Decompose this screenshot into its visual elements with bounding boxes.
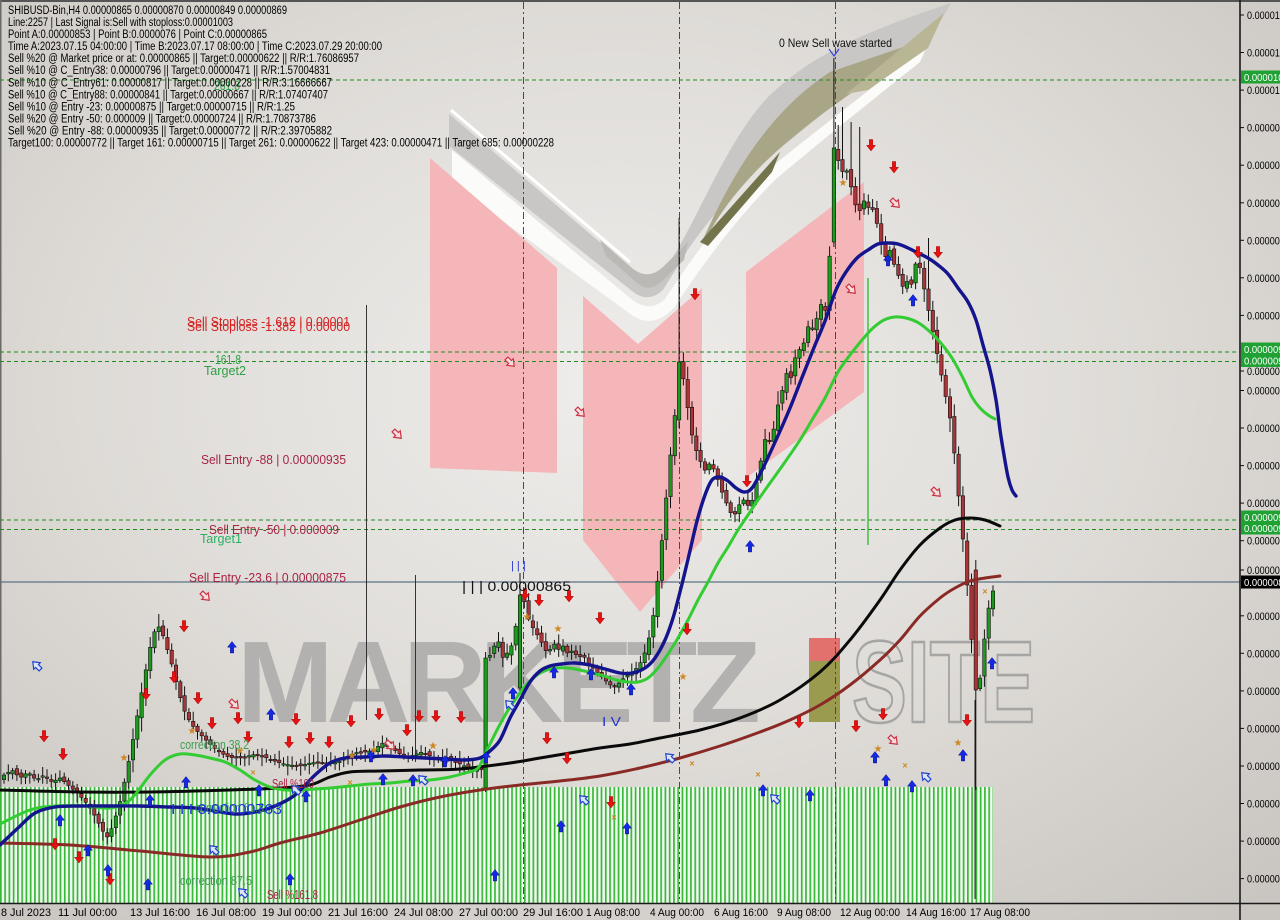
svg-text:correction 38.2: correction 38.2 xyxy=(180,738,249,752)
svg-text:★: ★ xyxy=(120,753,129,764)
svg-text:0.00000865: 0.00000865 xyxy=(1244,577,1280,589)
svg-text:0.00000930: 0.00000930 xyxy=(1247,366,1280,378)
svg-text:0.00000935: 0.00000935 xyxy=(1244,344,1280,356)
svg-text:★: ★ xyxy=(429,741,438,752)
svg-text:0.00000970: 0.00000970 xyxy=(1247,198,1280,210)
svg-text:0.00000920: 0.00000920 xyxy=(1247,386,1280,398)
svg-text:×: × xyxy=(250,768,255,778)
svg-text:Sell %20 @ Market price or at:: Sell %20 @ Market price or at: 0.0000086… xyxy=(8,53,359,65)
svg-text:0 New Sell wave started: 0 New Sell wave started xyxy=(779,36,892,50)
svg-text:★: ★ xyxy=(554,624,563,635)
svg-text:0.00001010: 0.00001010 xyxy=(1247,48,1280,60)
svg-text:0.00000810: 0.00000810 xyxy=(1247,799,1280,811)
svg-text:0.00000890: 0.00000890 xyxy=(1247,498,1280,510)
svg-text:Sell %10 @ C_Entry38: 0.000007: Sell %10 @ C_Entry38: 0.00000796 || Targ… xyxy=(8,65,330,77)
svg-text:×: × xyxy=(982,587,987,597)
svg-text:13 Jul 16:00: 13 Jul 16:00 xyxy=(130,907,190,919)
svg-text:0.00000905: 0.00000905 xyxy=(1244,512,1280,524)
svg-text:×: × xyxy=(689,759,694,769)
svg-text:correction 87.5: correction 87.5 xyxy=(180,874,252,888)
svg-text:Target1: Target1 xyxy=(200,531,242,546)
svg-text:★: ★ xyxy=(188,726,197,737)
svg-text:Sell %161.8: Sell %161.8 xyxy=(267,887,318,902)
svg-text:SHIBUSD-Bin,H4 0.00000865 0.: SHIBUSD-Bin,H4 0.00000865 0.00000870 0.0… xyxy=(8,5,287,17)
svg-text:24 Jul 08:00: 24 Jul 08:00 xyxy=(394,907,453,919)
svg-text:correction 61.8: correction 61.8 xyxy=(195,801,264,815)
svg-text:0.00000900: 0.00000900 xyxy=(1247,461,1280,473)
svg-text:★: ★ xyxy=(348,751,357,762)
svg-text:1 Aug 08:00: 1 Aug 08:00 xyxy=(586,907,640,919)
svg-text:29 Jul 16:00: 29 Jul 16:00 xyxy=(523,907,583,919)
svg-text:★: ★ xyxy=(839,178,848,189)
svg-text:★: ★ xyxy=(954,738,963,749)
svg-text:Sell %10 @ C_Entry61: 0.000008: Sell %10 @ C_Entry61: 0.00000817 || Targ… xyxy=(8,77,332,89)
svg-text:Sell %20 @ Entry -50: 0.000009: Sell %20 @ Entry -50: 0.000009 || Target… xyxy=(8,114,316,126)
svg-text:0.00000960: 0.00000960 xyxy=(1247,235,1280,247)
svg-text:161.8: 161.8 xyxy=(215,353,241,367)
svg-text:Sell Entry -88 | 0.00000935: Sell Entry -88 | 0.00000935 xyxy=(201,452,346,467)
svg-text:Sell Stoploss -1.382 | 0.00000: Sell Stoploss -1.382 | 0.00000 xyxy=(187,319,350,334)
svg-text:| | | 0.00000865: | | | 0.00000865 xyxy=(462,578,571,594)
svg-text:0.00000790: 0.00000790 xyxy=(1247,874,1280,886)
svg-text:0.00000800: 0.00000800 xyxy=(1247,836,1280,848)
svg-text:0.00000850: 0.00000850 xyxy=(1247,648,1280,660)
svg-text:11 Jul 00:00: 11 Jul 00:00 xyxy=(58,907,117,919)
svg-text:27 Jul 00:00: 27 Jul 00:00 xyxy=(459,907,518,919)
svg-text:★: ★ xyxy=(429,741,438,752)
svg-text:0.00000900: 0.00000900 xyxy=(1244,523,1280,535)
svg-text:×: × xyxy=(347,778,352,788)
svg-text:0.00000860: 0.00000860 xyxy=(1247,611,1280,623)
svg-text:0.00000950: 0.00000950 xyxy=(1247,273,1280,285)
svg-text:Target2: Target2 xyxy=(204,363,246,378)
svg-text:Target100: 0.00000772 || Targe: Target100: 0.00000772 || Target 161: 0.0… xyxy=(8,138,554,150)
svg-text:I I I 0.00000763: I I I 0.00000763 xyxy=(171,801,282,818)
svg-text:19 Jul 00:00: 19 Jul 00:00 xyxy=(262,907,322,919)
svg-text:★: ★ xyxy=(679,672,688,683)
svg-text:| | |: | | | xyxy=(511,560,526,572)
svg-text:×: × xyxy=(755,770,760,780)
svg-text:0.00000870: 0.00000870 xyxy=(1247,565,1280,577)
svg-text:0.00001003: 0.00001003 xyxy=(1244,72,1280,84)
svg-text:0.00000830: 0.00000830 xyxy=(1247,723,1280,735)
svg-text:Sell %10 @ Entry -23: 0.000008: Sell %10 @ Entry -23: 0.00000875 || Targ… xyxy=(8,101,295,113)
svg-text:Point A:0.00000853 | Point B:0: Point A:0.00000853 | Point B:0.0000076 |… xyxy=(8,29,267,41)
svg-text:0.00000840: 0.00000840 xyxy=(1247,686,1280,698)
svg-text:12 Aug 00:00: 12 Aug 00:00 xyxy=(840,907,900,919)
svg-text:17 Aug 08:00: 17 Aug 08:00 xyxy=(970,907,1030,919)
svg-text:★: ★ xyxy=(370,745,379,756)
svg-text:★: ★ xyxy=(874,744,883,755)
svg-text:4 Aug 00:00: 4 Aug 00:00 xyxy=(650,907,704,919)
svg-text:Sell Stoploss -1.618 | 0.00001: Sell Stoploss -1.618 | 0.00001 xyxy=(187,314,350,329)
svg-text:14 Aug 16:00: 14 Aug 16:00 xyxy=(906,907,966,919)
svg-text:9 Aug 08:00: 9 Aug 08:00 xyxy=(777,907,831,919)
svg-text:6 Aug 16:00: 6 Aug 16:00 xyxy=(714,907,768,919)
svg-text:0.00001000: 0.00001000 xyxy=(1247,85,1280,97)
svg-text:8 Jul 2023: 8 Jul 2023 xyxy=(1,907,51,919)
svg-text:21 Jul 16:00: 21 Jul 16:00 xyxy=(328,907,388,919)
svg-text:Time A:2023.07.15 04:00:00 | T: Time A:2023.07.15 04:00:00 | Time B:2023… xyxy=(8,41,382,53)
svg-text:Sell Entry -50 | 0.000009: Sell Entry -50 | 0.000009 xyxy=(209,522,339,537)
svg-text:SITE: SITE xyxy=(852,618,1035,747)
svg-text:261.8: 261.8 xyxy=(214,79,240,93)
svg-text:0.00000940: 0.00000940 xyxy=(1247,310,1280,322)
svg-text:0.00000820: 0.00000820 xyxy=(1247,761,1280,773)
svg-text:Line:2257 | Last Signal is:Sel: Line:2257 | Last Signal is:Sell with sto… xyxy=(8,17,233,29)
svg-text:0.00000990: 0.00000990 xyxy=(1247,123,1280,135)
svg-text:×: × xyxy=(902,761,907,771)
svg-text:0.00000931: 0.00000931 xyxy=(1244,356,1280,368)
svg-text:Sell %100: Sell %100 xyxy=(272,776,314,791)
svg-text:16 Jul 08:00: 16 Jul 08:00 xyxy=(196,907,256,919)
svg-text:Sell %20 @ Entry -88: 0.000009: Sell %20 @ Entry -88: 0.00000935 || Targ… xyxy=(8,126,332,138)
svg-text:★: ★ xyxy=(236,746,245,757)
svg-text:Sell %10 @ C_Entry88: 0.000008: Sell %10 @ C_Entry88: 0.00000841 || Targ… xyxy=(8,89,328,101)
svg-text:×: × xyxy=(611,813,616,823)
svg-text:0.00000980: 0.00000980 xyxy=(1247,160,1280,172)
svg-text:I V: I V xyxy=(602,714,621,729)
svg-text:0.00001020: 0.00001020 xyxy=(1247,10,1280,22)
svg-text:★: ★ xyxy=(523,612,532,623)
svg-text:0.00000880: 0.00000880 xyxy=(1247,536,1280,548)
svg-text:0.00000910: 0.00000910 xyxy=(1247,423,1280,435)
svg-text:Sell Entry -23.6 | 0.00000875: Sell Entry -23.6 | 0.00000875 xyxy=(189,570,346,585)
